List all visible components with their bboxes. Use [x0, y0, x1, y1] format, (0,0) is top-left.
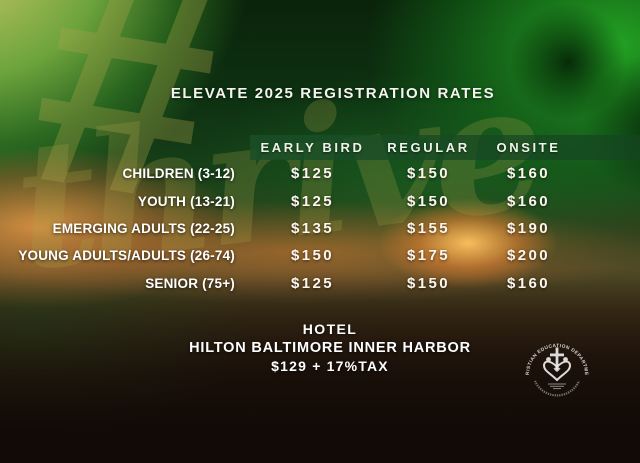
onsite-value: $160 — [507, 165, 550, 183]
column-header-early-bird: EARLY BIRD — [260, 139, 365, 155]
early-bird-value: $125 — [291, 274, 334, 292]
table-header-band — [250, 135, 640, 160]
hotel-info: HOTEL HILTON BALTIMORE INNER HARBOR $129… — [90, 320, 570, 376]
hotel-heading: HOTEL — [302, 321, 358, 337]
logo-bottom-arc — [533, 380, 581, 397]
early-bird-value: $125 — [291, 192, 334, 210]
onsite-value: $160 — [507, 192, 550, 210]
hotel-name: HILTON BALTIMORE INNER HARBOR — [189, 339, 471, 356]
regular-value: $175 — [407, 247, 450, 265]
table-row: EMERGING ADULTS (22-25) $135 $155 $190 — [0, 215, 580, 242]
row-label: YOUNG ADULTS/ADULTS (26-74) — [18, 248, 235, 264]
rates-table: EARLY BIRD REGULAR ONSITE CHILDREN (3-12… — [0, 134, 580, 297]
regular-value: $155 — [407, 219, 450, 237]
column-header-regular: REGULAR — [387, 139, 470, 155]
hotel-rate: $129 + 17%TAX — [271, 358, 389, 374]
early-bird-value: $150 — [291, 247, 334, 265]
early-bird-value: $125 — [291, 165, 334, 183]
row-label: SENIOR (75+) — [145, 275, 235, 291]
row-label: YOUTH (13-21) — [137, 193, 235, 209]
cross-icon — [550, 347, 564, 371]
onsite-value: $160 — [507, 274, 550, 292]
christian-education-department-logo: CHRISTIAN EDUCATION DEPARTMENT — [523, 339, 589, 397]
table-row: SENIOR (75+) $125 $150 $160 — [0, 270, 580, 297]
heart-figures-icon — [542, 357, 572, 382]
table-row: YOUNG ADULTS/ADULTS (26-74) $150 $175 $2… — [0, 242, 580, 269]
early-bird-value: $135 — [291, 219, 334, 237]
onsite-value: $190 — [507, 219, 550, 237]
logo-fine-print — [548, 383, 566, 390]
page-title: ELEVATE 2025 REGISTRATION RATES — [170, 85, 496, 102]
rates-table-body: CHILDREN (3-12) $125 $150 $160 YOUTH (13… — [0, 160, 580, 297]
table-row: CHILDREN (3-12) $125 $150 $160 — [0, 160, 580, 187]
regular-value: $150 — [407, 192, 450, 210]
table-row: YOUTH (13-21) $125 $150 $160 — [0, 187, 580, 214]
row-label: CHILDREN (3-12) — [122, 166, 235, 182]
rates-table-header: EARLY BIRD REGULAR ONSITE — [0, 134, 580, 160]
column-header-onsite: ONSITE — [496, 139, 561, 155]
regular-value: $150 — [407, 165, 450, 183]
onsite-value: $200 — [507, 247, 550, 265]
row-label: EMERGING ADULTS (22-25) — [52, 220, 235, 236]
regular-value: $150 — [407, 274, 450, 292]
